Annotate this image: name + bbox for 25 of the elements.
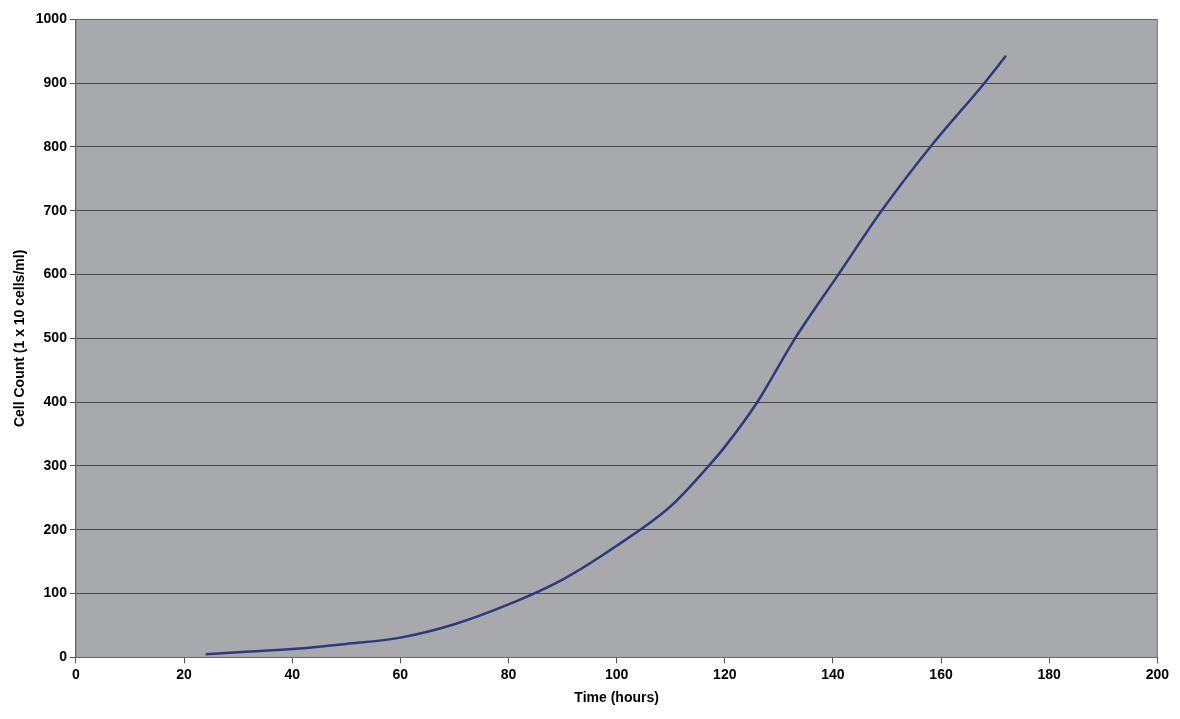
x-tick-label: 80 [500, 665, 517, 682]
x-tick-label: 60 [392, 665, 409, 682]
y-tick-label: 900 [43, 74, 68, 91]
y-tick-label: 1000 [35, 10, 68, 27]
x-tick-label: 180 [1037, 665, 1062, 682]
line-series [204, 54, 1008, 656]
y-tick-label: 100 [43, 584, 68, 601]
y-tick-label: 400 [43, 393, 68, 410]
y-tick-label: 600 [43, 265, 68, 282]
x-tick-label: 140 [821, 665, 845, 682]
x-tick-label: 0 [72, 665, 81, 682]
y-tick-label: 200 [43, 520, 68, 537]
y-axis-title: Cell Count (1 x 10 cells/ml) [11, 249, 28, 428]
x-axis-title: Time (hours) [574, 689, 659, 706]
y-tick-label: 800 [43, 137, 68, 154]
x-tick-label: 200 [1145, 665, 1170, 682]
x-tick-label: 40 [284, 665, 301, 682]
x-tick-label: 120 [713, 665, 737, 682]
y-tick-label: 700 [43, 201, 68, 218]
y-tick-label: 500 [43, 329, 68, 346]
x-tick-label: 160 [929, 665, 953, 682]
y-tick-label: 300 [43, 456, 68, 473]
y-tick-label: 0 [59, 648, 68, 665]
x-tick-label: 20 [176, 665, 193, 682]
x-tick-label: 100 [604, 665, 629, 682]
